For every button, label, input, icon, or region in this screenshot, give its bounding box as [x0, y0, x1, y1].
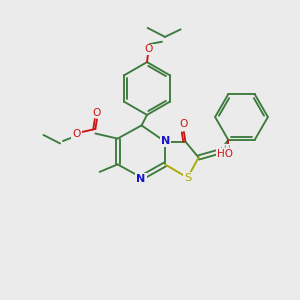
Text: O: O	[93, 107, 101, 118]
Text: N: N	[136, 174, 146, 184]
Text: HO: HO	[217, 149, 233, 159]
Text: O: O	[72, 129, 81, 140]
Text: O: O	[144, 44, 153, 55]
Text: O: O	[180, 119, 188, 130]
Text: N: N	[161, 136, 170, 146]
Text: S: S	[184, 173, 191, 183]
Text: H: H	[223, 145, 230, 154]
